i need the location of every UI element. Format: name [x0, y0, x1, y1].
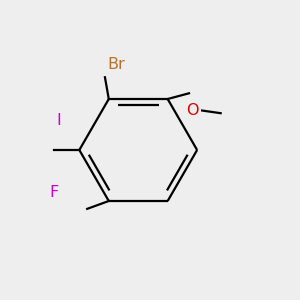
Text: F: F: [50, 185, 59, 200]
Text: O: O: [186, 103, 199, 118]
Text: I: I: [56, 113, 61, 128]
Text: Br: Br: [107, 57, 125, 72]
